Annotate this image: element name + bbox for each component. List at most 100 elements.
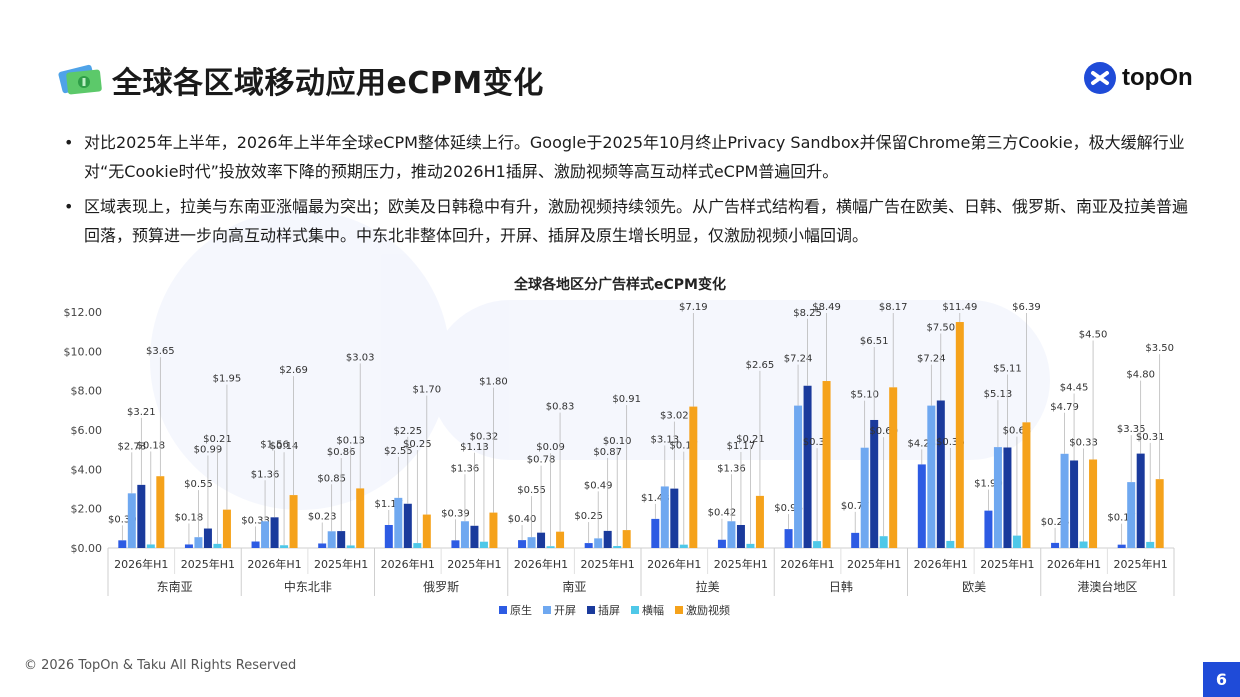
bar-激励视频	[689, 406, 698, 548]
region-label: 拉美	[696, 579, 720, 594]
x-tick-label: 2025年H1	[314, 557, 368, 571]
data-label: $0.85	[317, 473, 346, 484]
data-label: $0.33	[1069, 438, 1098, 449]
bar-原生	[984, 510, 993, 548]
bar-原生	[651, 518, 660, 548]
data-label: $3.02	[660, 411, 689, 422]
data-label: $0.23	[308, 511, 337, 522]
bar-原生	[851, 532, 860, 548]
legend-swatch-激励视频	[675, 606, 683, 614]
legend-label: 插屏	[598, 603, 620, 617]
data-label: $0.33	[241, 516, 270, 527]
bar-激励视频	[622, 530, 631, 548]
topon-logo-icon	[1084, 62, 1116, 94]
bar-横幅	[1012, 535, 1021, 548]
page-number: 6	[1203, 662, 1240, 697]
data-label: $0.36	[936, 437, 965, 448]
data-label: $0.17	[1107, 513, 1136, 524]
bar-原生	[717, 539, 726, 548]
legend-label: 横幅	[642, 603, 664, 617]
data-label: $0.17	[669, 441, 698, 452]
data-label: $8.25	[793, 308, 822, 319]
bar-原生	[318, 543, 327, 548]
data-label: $0.21	[736, 434, 765, 445]
bar-插屏	[736, 524, 745, 548]
bar-开屏	[927, 405, 936, 548]
bar-插屏	[1136, 453, 1145, 548]
data-label: $2.55	[384, 446, 413, 457]
data-label: $0.39	[441, 508, 470, 519]
data-label: $1.95	[213, 374, 242, 385]
x-tick-label: 2026年H1	[914, 557, 968, 571]
bar-激励视频	[289, 495, 298, 548]
data-label: $1.48	[641, 493, 670, 504]
x-tick-label: 2026年H1	[1047, 557, 1101, 571]
bar-插屏	[403, 503, 412, 548]
data-label: $0.09	[536, 442, 565, 453]
region-label: 港澳台地区	[1077, 579, 1137, 594]
bar-激励视频	[1089, 459, 1098, 548]
x-tick-label: 2025年H1	[181, 557, 235, 571]
data-label: $1.36	[451, 463, 480, 474]
data-label: $0.60	[869, 426, 898, 437]
data-label: $5.10	[850, 390, 879, 401]
x-tick-label: 2026年H1	[780, 557, 834, 571]
data-label: $4.80	[1126, 370, 1155, 381]
y-tick-label: $10.00	[64, 345, 103, 358]
bar-横幅	[1146, 541, 1155, 548]
bar-插屏	[1003, 447, 1012, 548]
data-label: $4.25	[907, 438, 936, 449]
data-label: $1.80	[479, 377, 508, 388]
bar-激励视频	[222, 509, 231, 548]
bar-开屏	[460, 521, 469, 548]
legend-label: 原生	[510, 603, 532, 617]
bar-开屏	[993, 447, 1002, 548]
data-label: $0.31	[1136, 432, 1165, 443]
data-label: $0.18	[175, 512, 204, 523]
data-label: $2.65	[746, 360, 775, 371]
bar-开屏	[527, 537, 536, 548]
bar-横幅	[280, 545, 289, 548]
chart-title: 全球各地区分广告样式eCPM变化	[513, 276, 726, 293]
bar-横幅	[346, 545, 355, 548]
data-label: $3.50	[1145, 343, 1174, 354]
legend-label: 激励视频	[686, 603, 730, 617]
x-tick-label: 2026年H1	[381, 557, 435, 571]
data-label: $0.42	[708, 508, 737, 519]
data-label: $0.55	[184, 479, 213, 490]
bar-开屏	[1060, 453, 1069, 548]
data-label: $0.18	[136, 440, 165, 451]
bar-激励视频	[955, 322, 964, 548]
data-label: $0.26	[1041, 517, 1070, 528]
bar-横幅	[679, 544, 688, 548]
data-label: $0.13	[336, 435, 365, 446]
page-title: 全球各区域移动应用eCPM变化	[112, 66, 544, 101]
y-tick-label: $4.00	[71, 463, 103, 476]
bar-横幅	[879, 536, 888, 548]
bar-原生	[384, 524, 393, 548]
summary-bullets: 对比2025年上半年，2026年上半年全球eCPM整体延续上行。Google于2…	[62, 128, 1192, 256]
ecpm-chart: 全球各地区分广告样式eCPM变化 $0.00 $2.00 $4.00 $6.00 $8.0…	[0, 270, 1240, 630]
bar-激励视频	[1155, 479, 1164, 548]
bar-开屏	[194, 537, 203, 548]
data-label: $1.36	[251, 469, 280, 480]
bar-横幅	[746, 543, 755, 548]
bar-插屏	[337, 531, 346, 548]
bar-横幅	[813, 541, 822, 548]
ecpm-chart-svg: 全球各地区分广告样式eCPM变化 $0.00 $2.00 $4.00 $6.00 $8.0…	[64, 276, 1175, 617]
bar-插屏	[137, 484, 146, 548]
region-label: 中东北非	[284, 579, 332, 594]
data-label: $1.56	[260, 439, 289, 450]
bar-开屏	[860, 447, 869, 548]
bar-原生	[251, 541, 260, 548]
data-label: $2.69	[279, 365, 308, 376]
data-label: $0.99	[194, 445, 223, 456]
data-label: $0.87	[593, 447, 622, 458]
data-label: $0.78	[527, 455, 556, 466]
bar-激励视频	[422, 514, 431, 548]
data-label: $0.25	[574, 511, 603, 522]
legend-swatch-横幅	[631, 606, 639, 614]
x-tick-label: 2025年H1	[1114, 557, 1168, 571]
y-tick-label: $0.00	[71, 542, 103, 555]
data-label: $8.49	[812, 302, 841, 313]
